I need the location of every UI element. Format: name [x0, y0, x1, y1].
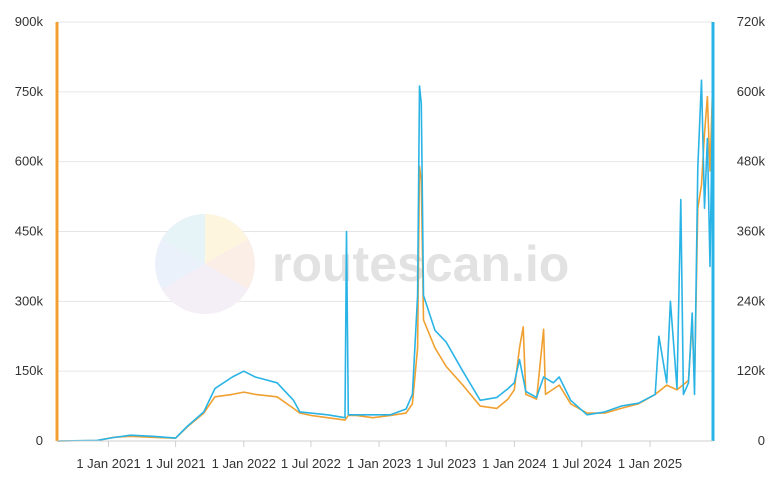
right-axis-ticks: 0 120k 240k 360k 480k 600k 720k — [737, 14, 766, 448]
series-layer — [56, 79, 714, 442]
left-axis-ticks: 0 150k 300k 450k 600k 750k 900k — [15, 14, 44, 448]
watermark-logo-slice — [205, 214, 248, 264]
x-axis-ticks: 1 Jan 2021 1 Jul 2021 1 Jan 2022 1 Jul 2022… — [76, 441, 682, 471]
x-axis-tick-label: 1 Jan 2024 — [482, 456, 546, 471]
watermark-logo-slice — [155, 239, 205, 289]
left-axis-tick-label: 750k — [15, 84, 44, 99]
x-axis-tick-label: 1 Jan 2025 — [618, 456, 682, 471]
right-axis-tick-label: 480k — [737, 154, 766, 169]
watermark-logo-slice — [162, 214, 205, 264]
left-axis-tick-label: 0 — [36, 433, 43, 448]
left-axis-tick-label: 150k — [15, 363, 44, 378]
left-axis-tick-label: 600k — [15, 154, 44, 169]
x-axis-tick-label: 1 Jan 2023 — [347, 456, 411, 471]
x-axis-tick-label: 1 Jan 2021 — [76, 456, 140, 471]
left-axis-tick-label: 450k — [15, 224, 44, 239]
right-axis-tick-label: 120k — [737, 363, 766, 378]
watermark-logo-slice — [205, 239, 255, 289]
x-axis-tick-label: 1 Jul 2022 — [281, 456, 341, 471]
x-axis-tick-label: 1 Jul 2024 — [552, 456, 612, 471]
right-axis-tick-label: 240k — [737, 293, 766, 308]
series-line-2 — [56, 79, 714, 442]
gridlines — [57, 21, 713, 442]
left-axis-tick-label: 300k — [15, 293, 44, 308]
x-axis-tick-label: 1 Jan 2022 — [212, 456, 276, 471]
right-axis-tick-label: 600k — [737, 84, 766, 99]
series-line-1 — [56, 95, 714, 442]
axes — [55, 22, 715, 442]
right-axis-tick-label: 720k — [737, 14, 766, 29]
left-axis-tick-label: 900k — [15, 14, 44, 29]
watermark: routescan.io — [155, 214, 569, 314]
x-axis-tick-label: 1 Jul 2023 — [416, 456, 476, 471]
x-axis-tick-label: 1 Jul 2021 — [146, 456, 206, 471]
right-axis-tick-label: 360k — [737, 224, 766, 239]
right-axis-tick-label: 0 — [758, 433, 765, 448]
watermark-text: routescan.io — [272, 236, 569, 292]
